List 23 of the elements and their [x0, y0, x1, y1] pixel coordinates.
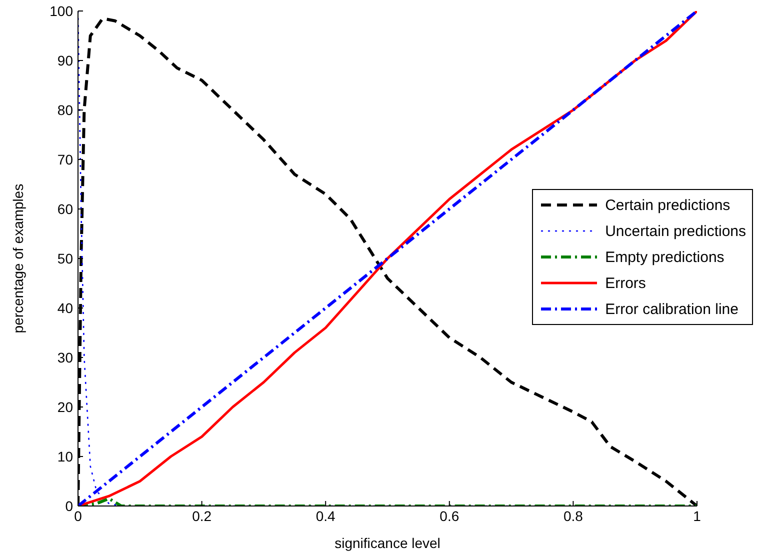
x-tick-label: 0.8 — [563, 508, 584, 524]
y-tick-label: 100 — [50, 2, 74, 19]
y-tick-label: 60 — [57, 200, 74, 217]
legend-label: Uncertain predictions — [605, 222, 746, 240]
legend-label: Certain predictions — [605, 196, 730, 214]
x-axis-title: significance level — [334, 535, 440, 551]
x-tick-label: 0.2 — [192, 508, 212, 524]
y-tick-label: 50 — [57, 250, 74, 266]
x-tick-label: 1 — [693, 508, 702, 524]
y-tick-label: 30 — [57, 349, 74, 366]
x-tick-label: 0.4 — [316, 508, 336, 524]
y-tick-label: 80 — [57, 102, 74, 118]
y-tick-label: 0 — [65, 498, 74, 514]
y-tick-label: 40 — [57, 300, 74, 316]
x-tick-label: 0.6 — [440, 508, 460, 524]
y-tick-label: 90 — [57, 52, 74, 68]
y-tick-label: 10 — [57, 448, 74, 464]
legend-label: Errors — [605, 274, 646, 292]
y-tick-label: 20 — [57, 398, 74, 415]
legend-label: Empty predictions — [605, 248, 724, 266]
y-tick-label: 70 — [57, 151, 74, 168]
legend-label: Error calibration line — [605, 300, 738, 318]
y-axis-title: percentage of examples — [10, 184, 26, 334]
